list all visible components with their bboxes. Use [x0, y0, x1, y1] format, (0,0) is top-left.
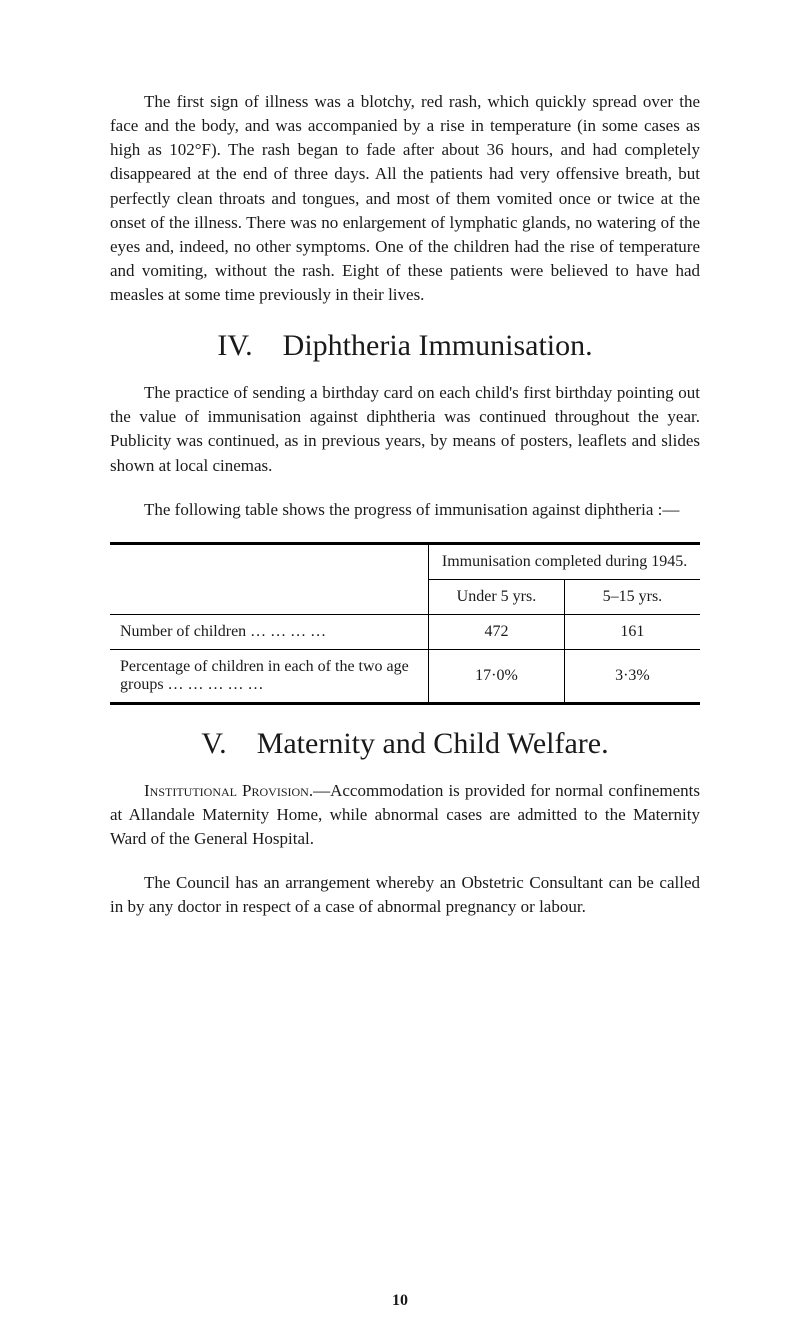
table-row: Number of children … … … … 472 161	[110, 614, 700, 649]
section-iv-heading: IV. Diphtheria Immunisation.	[110, 329, 700, 363]
table-header-merged: Immunisation completed during 1945.	[429, 543, 700, 579]
page-number: 10	[0, 1292, 800, 1310]
section-iv-p1: The practice of sending a birthday card …	[110, 381, 700, 478]
section-v-p1: Institutional Provision.—Accommodation i…	[110, 779, 700, 851]
section-iv-roman: IV.	[217, 329, 252, 362]
table-col2-header: 5–15 yrs.	[564, 579, 700, 614]
table-cell: 17·0%	[429, 649, 565, 703]
intro-paragraph: The first sign of illness was a blotchy,…	[110, 90, 700, 307]
table-row: Immunisation completed during 1945.	[110, 543, 700, 579]
table-row: Percentage of children in each of the tw…	[110, 649, 700, 703]
section-iv-p2: The following table shows the progress o…	[110, 498, 700, 522]
table-row-label: Percentage of children in each of the tw…	[110, 649, 429, 703]
section-v-p1-lead: Institutional Provision.	[144, 781, 313, 800]
section-v-heading: V. Maternity and Child Welfare.	[110, 727, 700, 761]
section-v-roman: V.	[201, 727, 226, 760]
table-cell: 472	[429, 614, 565, 649]
section-iv-title: Diphtheria Immunisation.	[283, 329, 593, 362]
immunisation-table: Immunisation completed during 1945. Unde…	[110, 542, 700, 705]
table-cell: 161	[564, 614, 700, 649]
table-cell: 3·3%	[564, 649, 700, 703]
table-row-label: Number of children … … … …	[110, 614, 429, 649]
table-col1-header: Under 5 yrs.	[429, 579, 565, 614]
table-row: Under 5 yrs. 5–15 yrs.	[110, 579, 700, 614]
section-v-title: Maternity and Child Welfare.	[257, 727, 609, 760]
section-v-p2: The Council has an arrangement whereby a…	[110, 871, 700, 919]
